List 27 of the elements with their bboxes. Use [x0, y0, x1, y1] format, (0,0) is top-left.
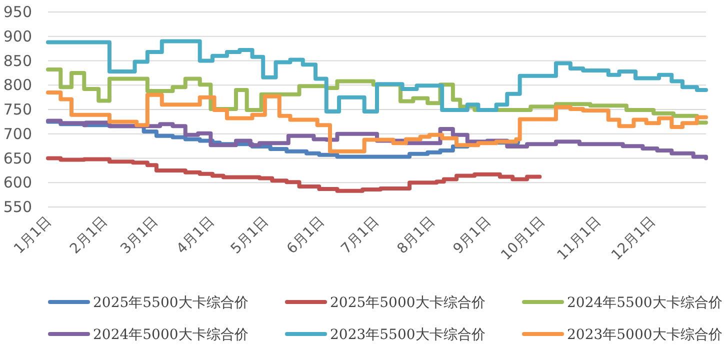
- y-tick-label: 700: [3, 124, 32, 143]
- legend-label: 2025年5000大卡综合价: [330, 295, 486, 311]
- legend-label: 2023年5000大卡综合价: [567, 327, 722, 343]
- x-tick-label: 6月1日: [284, 214, 328, 258]
- x-tick-label: 2月1日: [67, 214, 111, 258]
- y-tick-label: 600: [3, 174, 32, 192]
- x-tick-label: 8月1日: [394, 214, 438, 258]
- legend-label: 2025年5500大卡综合价: [93, 295, 248, 311]
- x-tick-label: 4月1日: [174, 214, 218, 258]
- y-tick-label: 800: [3, 76, 32, 94]
- x-tick-label: 11月1日: [554, 214, 604, 264]
- legend-label: 2023年5500大卡综合价: [330, 327, 486, 343]
- legend-label: 2024年5000大卡综合价: [93, 327, 248, 343]
- x-tick-label: 10月1日: [498, 214, 548, 264]
- y-tick-label: 900: [3, 27, 32, 46]
- x-tick-label: 5月1日: [228, 214, 272, 258]
- x-tick-label: 9月1日: [450, 214, 494, 258]
- legend-label: 2024年5500大卡综合价: [567, 295, 722, 311]
- x-tick-label: 3月1日: [118, 214, 162, 258]
- x-tick-label: 12月1日: [608, 214, 659, 264]
- y-tick-label: 550: [3, 198, 32, 216]
- x-tick-label: 7月1日: [338, 214, 382, 258]
- y-tick-label: 850: [3, 52, 32, 70]
- x-tick-label: 1月1日: [11, 214, 55, 258]
- y-tick-label: 750: [3, 100, 32, 118]
- y-tick-label: 650: [3, 149, 32, 168]
- y-tick-label: 950: [3, 3, 32, 21]
